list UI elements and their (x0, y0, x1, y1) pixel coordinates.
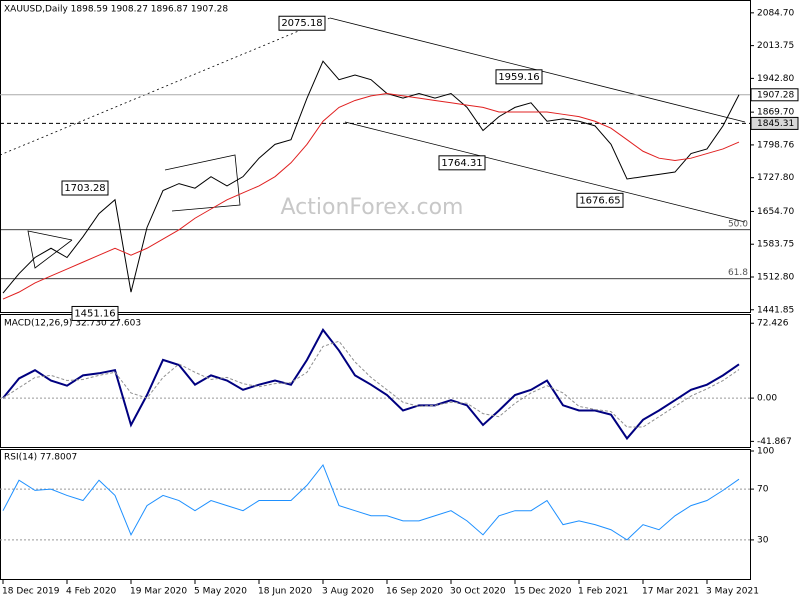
trendline (344, 121, 746, 223)
chart-title: XAUUSD,Daily 1898.59 1908.27 1896.87 190… (4, 5, 228, 15)
level-label: 1907.28 (757, 90, 794, 100)
level-label: 1845.31 (757, 119, 794, 129)
x-tick-label: 30 Oct 2020 (450, 587, 506, 597)
x-tick-label: 18 Dec 2019 (2, 587, 60, 597)
annotation-box (438, 155, 486, 171)
frame (0, 0, 751, 580)
series-line (2, 463, 740, 541)
y-tick-label: 1512.80 (757, 272, 794, 282)
macd-title: MACD(12,26,9) 32.730 27.603 (4, 319, 141, 329)
level-box (750, 116, 799, 130)
y-tick-label: 1583.75 (757, 240, 794, 250)
fib-label: 50.0 (728, 219, 748, 229)
y-tick-label: 1798.76 (757, 140, 794, 150)
x-tick-label: 16 Sep 2020 (386, 587, 443, 597)
y-tick-label: 1869.70 (757, 108, 794, 118)
x-tick-label: 4 Feb 2020 (66, 587, 117, 597)
rsi-title: RSI(14) 77.8007 (4, 453, 77, 463)
x-tick-label: 18 Jun 2020 (258, 587, 312, 597)
annotation: 1676.65 (579, 195, 620, 206)
x-tick-label: 19 Mar 2020 (130, 587, 187, 597)
y-tick-label: 1654.70 (757, 207, 794, 217)
y-tick-label: 100 (757, 447, 774, 457)
annotation-box (495, 69, 543, 85)
series-line (2, 340, 740, 428)
level-box (750, 88, 799, 102)
y-tick-label: 1441.85 (757, 305, 794, 315)
annotation-box (61, 180, 109, 196)
y-tick-label: 30 (757, 535, 769, 545)
y-tick-label: 1942.80 (757, 74, 794, 84)
x-tick-label: 3 Aug 2020 (322, 587, 374, 597)
y-tick-label: 1727.80 (757, 173, 794, 183)
y-tick-label: -41.867 (757, 437, 792, 447)
series-line (2, 60, 740, 294)
y-tick-label: 72.426 (757, 319, 789, 329)
annotation-box (71, 305, 119, 321)
annotation: 1703.28 (64, 183, 105, 194)
annotation: 1451.16 (74, 308, 115, 319)
x-tick-label: 3 May 2021 (706, 587, 759, 597)
price-panel (0, 0, 751, 313)
annotation-box (576, 192, 624, 208)
y-tick-label: 0.00 (757, 394, 777, 404)
watermark: ActionForex.com (281, 195, 464, 220)
fib-label: 61.8 (728, 268, 748, 278)
annotation: 1959.16 (498, 72, 539, 83)
x-tick-label: 17 Mar 2021 (642, 587, 699, 597)
x-tick-label: 1 Feb 2021 (578, 587, 628, 597)
series-line (2, 93, 740, 300)
rsi-panel (0, 449, 751, 580)
annotation-box (278, 15, 326, 31)
y-tick-label: 2084.70 (757, 8, 794, 18)
x-tick-label: 5 May 2020 (194, 587, 247, 597)
triangle (27, 230, 73, 269)
y-tick-label: 70 (757, 485, 769, 495)
series-line (2, 328, 740, 441)
macd-panel (0, 314, 751, 448)
annotation: 2075.18 (281, 18, 322, 29)
annotation: 1764.31 (441, 158, 482, 169)
y-tick-label: 2013.75 (757, 41, 794, 51)
x-tick-label: 15 Dec 2020 (514, 587, 572, 597)
